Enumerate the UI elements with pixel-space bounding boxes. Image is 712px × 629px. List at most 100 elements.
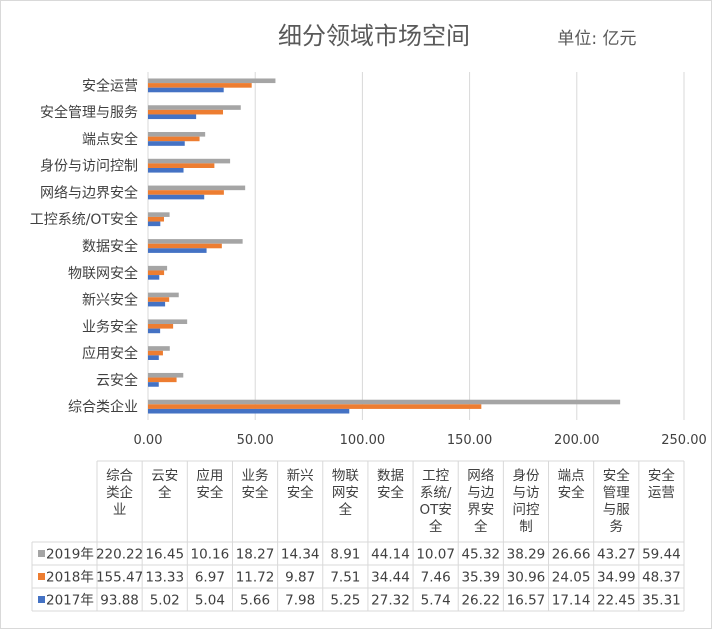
bar [148, 141, 185, 146]
legend-label: 2018年 [46, 570, 94, 586]
legend-label: 2017年 [46, 593, 94, 609]
data-label: 5.04 [195, 593, 225, 609]
category-label: 业务安全 [82, 318, 138, 335]
bar [148, 324, 174, 329]
bar [148, 185, 246, 191]
bar [148, 190, 224, 195]
category-label: 端点安全 [82, 131, 138, 148]
data-label: 18.27 [236, 547, 275, 563]
bar [148, 87, 224, 93]
bar [148, 399, 621, 405]
table-header: 应用安全 [196, 467, 223, 501]
bar [148, 136, 200, 142]
data-label: 7.51 [330, 570, 360, 586]
bar [148, 328, 161, 334]
legend-label: 2019年 [46, 547, 94, 563]
table-header: 网络与边界安全 [467, 468, 494, 535]
data-label: 48.37 [642, 570, 681, 586]
bar [148, 83, 252, 88]
bar [148, 372, 184, 378]
category-label: 新兴安全 [82, 292, 138, 309]
data-label: 5.25 [330, 593, 360, 609]
data-label: 34.99 [597, 570, 636, 586]
data-label: 11.72 [236, 570, 275, 586]
category-label: 安全管理与服务 [40, 104, 138, 121]
data-label: 35.31 [642, 593, 681, 609]
bars [148, 78, 621, 414]
category-label: 应用安全 [82, 345, 138, 362]
bar [148, 301, 166, 307]
legend-swatch [38, 550, 45, 557]
data-label: 8.91 [330, 547, 360, 563]
data-label: 16.57 [507, 593, 546, 609]
table-header: 云安全 [151, 468, 178, 501]
data-label: 220.22 [96, 547, 143, 563]
table-header: 物联网安全 [332, 468, 359, 518]
data-label: 5.66 [240, 593, 270, 609]
data-label: 7.46 [421, 570, 451, 586]
table-header: 新兴安全 [287, 468, 314, 501]
category-labels: 综合类企业 云安全 应用安全 业务安全 新兴安全 物联网安全 数据安全 工控系统/OT安全 网络… [30, 77, 138, 415]
category-label: 身份与访问控制 [40, 159, 138, 175]
bar [148, 408, 350, 414]
category-label: 工控系统/OT安全 [30, 211, 138, 228]
bar [148, 221, 161, 227]
table-header: 综合类企业 [106, 468, 133, 518]
data-label: 26.66 [552, 547, 591, 563]
chart-title: 细分领域市场空间 [278, 22, 470, 50]
bar [148, 114, 197, 120]
bar [148, 270, 165, 276]
x-tick-labels: 0.00 50.00 100.00 150.00 200.00 250.00 [134, 433, 707, 448]
data-label: 38.29 [507, 547, 546, 563]
data-table: 综合类企业云安全应用安全业务安全新兴安全物联网安全数据安全工控系统/OT安全网络… [31, 460, 685, 612]
bar [148, 377, 177, 383]
table-header: 安全管理与服务 [603, 467, 630, 535]
data-label: 5.02 [150, 593, 180, 609]
data-label: 93.88 [100, 593, 139, 609]
x-tick-label: 150.00 [447, 433, 493, 448]
data-label: 10.16 [191, 547, 230, 563]
data-label: 59.44 [642, 547, 681, 563]
bar [148, 158, 231, 164]
data-label: 30.96 [507, 570, 546, 586]
bar [148, 132, 206, 137]
data-label: 35.39 [461, 570, 500, 586]
data-label: 6.97 [195, 570, 225, 586]
data-label: 9.87 [285, 570, 315, 586]
legend-swatch [38, 573, 45, 580]
data-label: 27.32 [371, 593, 410, 609]
table-header: 端点安全 [558, 468, 586, 501]
data-label: 26.22 [461, 593, 500, 609]
data-label: 7.98 [285, 593, 315, 609]
bar [148, 346, 170, 351]
data-label: 43.27 [597, 547, 636, 563]
bar [148, 194, 205, 200]
category-label: 云安全 [96, 372, 138, 389]
bar [148, 78, 276, 84]
gridlines [147, 72, 685, 420]
data-label: 24.05 [552, 570, 591, 586]
category-label: 综合类企业 [68, 399, 138, 416]
bar [148, 109, 224, 115]
table-header: 安全运营 [648, 467, 676, 501]
x-tick-label: 50.00 [237, 433, 274, 448]
data-label: 14.34 [281, 547, 320, 563]
bar [148, 382, 159, 387]
data-label: 16.45 [145, 547, 184, 563]
table-header: 工控系统/OT安全 [419, 468, 451, 535]
bar [148, 167, 184, 173]
bar [148, 243, 222, 249]
bar [148, 105, 241, 110]
unit-label: 单位: 亿元 [557, 29, 636, 49]
bar [148, 297, 170, 302]
category-label: 安全运营 [82, 77, 138, 94]
x-tick-label: 100.00 [340, 433, 386, 448]
data-label: 5.74 [421, 593, 451, 609]
bar [148, 275, 160, 280]
data-label: 22.45 [597, 593, 636, 609]
data-label: 44.14 [371, 547, 410, 563]
x-tick-label: 200.00 [554, 433, 600, 448]
bar [148, 216, 164, 222]
